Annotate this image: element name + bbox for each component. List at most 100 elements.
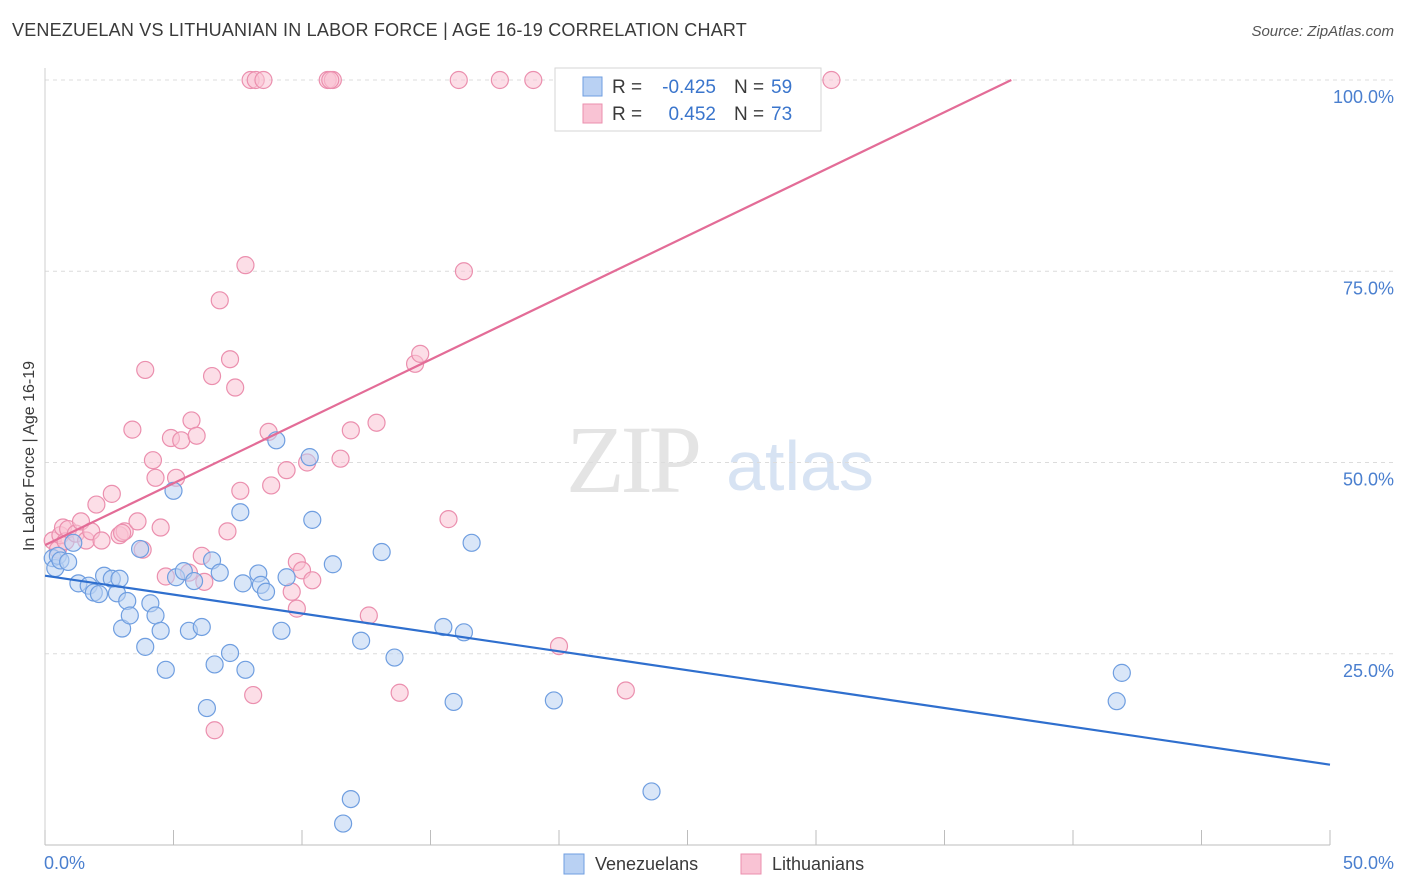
lithuanian-point-25 — [172, 431, 191, 450]
source-credit: Source: ZipAtlas.com — [1251, 23, 1394, 40]
lithuanian-point-33 — [210, 291, 229, 310]
lithuanian-point-69 — [822, 70, 841, 90]
venezuelan-point-48 — [385, 648, 404, 667]
legend-n-value-2: 73 — [771, 104, 792, 125]
lithuanian-point-71 — [112, 523, 132, 542]
y-tick-label-50: 50.0% — [1343, 470, 1394, 490]
venezuelan-point-27 — [192, 617, 211, 637]
lithuanian-point-60 — [439, 510, 458, 529]
legend-n-label-2: N = — [734, 104, 764, 125]
lithuanian-point-37 — [231, 481, 250, 500]
venezuelan-point-16 — [130, 539, 150, 559]
venezuelan-point-20 — [151, 621, 170, 640]
venezuelan-point-50 — [444, 692, 463, 712]
y-tick-label-75: 75.0% — [1343, 278, 1394, 298]
lithuanian-point-18 — [136, 360, 155, 380]
lithuanian-point-50 — [303, 571, 322, 590]
lithuanian-point-70 — [321, 70, 340, 90]
venezuelan-point-43 — [323, 555, 342, 574]
venezuelan-point-46 — [352, 631, 371, 650]
venezuelan-point-28 — [197, 698, 217, 718]
venezuelan-point-34 — [233, 574, 252, 593]
lithuanian-point-15 — [123, 420, 142, 439]
venezuelan-point-56 — [1112, 663, 1131, 682]
gridlines: 25.0% 50.0% 75.0% 100.0% — [45, 79, 1394, 681]
venezuelan-point-42 — [303, 510, 322, 529]
venezuelan-point-22 — [164, 481, 183, 500]
venezuelan-point-26 — [184, 571, 204, 591]
data-points — [43, 70, 1131, 833]
venezuelan-point-4 — [59, 552, 78, 572]
lithuanian-point-72 — [254, 70, 273, 90]
lithuanian-point-63 — [490, 70, 509, 90]
lithuanian-point-57 — [390, 683, 409, 702]
venezuelan-point-54 — [642, 782, 661, 801]
lithuanian-point-27 — [182, 411, 201, 430]
bottom-legend-label-venezuelans: Venezuelans — [595, 854, 698, 874]
trend-lines — [44, 79, 1331, 766]
venezuelan-trend-line — [44, 574, 1331, 766]
bottom-legend-swatch-lithuanians — [740, 853, 762, 875]
lithuanian-point-59 — [411, 344, 430, 363]
lithuanian-point-64 — [524, 70, 543, 90]
series-legend: Venezuelans Lithuanians — [563, 853, 864, 875]
lithuanian-point-36 — [226, 378, 245, 397]
venezuelan-point-5 — [64, 533, 83, 552]
y-tick-label-25: 25.0% — [1343, 661, 1394, 681]
watermark-zip: ZIP — [566, 406, 699, 513]
legend-r-label-1: R = — [612, 77, 642, 98]
venezuelan-point-53 — [544, 691, 563, 710]
lithuanian-point-44 — [277, 461, 296, 480]
lithuanian-point-62 — [454, 262, 474, 281]
legend-n-value-1: 59 — [771, 77, 792, 98]
legend-r-value-1: -0.425 — [662, 77, 716, 98]
bottom-legend-swatch-venezuelans — [563, 853, 585, 875]
venezuelan-point-32 — [220, 643, 240, 663]
lithuanian-point-28 — [187, 426, 206, 445]
lithuanian-point-12 — [102, 484, 121, 503]
venezuelan-point-38 — [256, 582, 276, 601]
stats-legend: R = -0.425 N = 59 R = 0.452 N = 73 — [554, 67, 822, 132]
lithuanian-point-56 — [367, 413, 386, 432]
venezuelan-point-55 — [1107, 692, 1126, 711]
lithuanian-point-61 — [449, 70, 468, 90]
legend-n-label-1: N = — [734, 77, 764, 98]
legend-r-value-2: 0.452 — [668, 104, 716, 125]
x-tick-label-min: 0.0% — [44, 853, 85, 873]
lithuanian-point-19 — [143, 451, 163, 470]
lithuanian-point-41 — [244, 685, 263, 705]
legend-r-label-2: R = — [612, 104, 642, 125]
lithuanian-point-16 — [128, 512, 147, 531]
lithuanian-point-11 — [92, 531, 111, 550]
venezuelan-point-40 — [272, 621, 291, 640]
chart-title: VENEZUELAN VS LITHUANIAN IN LABOR FORCE … — [12, 20, 747, 40]
lithuanian-point-53 — [331, 449, 350, 468]
legend-swatch-venezuelans — [582, 76, 603, 97]
venezuelan-point-52 — [462, 533, 481, 552]
lithuanian-point-43 — [262, 476, 281, 495]
venezuelan-point-47 — [372, 542, 391, 562]
lithuanian-point-32 — [205, 721, 224, 740]
venezuelan-point-33 — [231, 503, 250, 522]
lithuanian-trend-line — [44, 79, 1012, 547]
y-tick-label-100: 100.0% — [1333, 87, 1394, 107]
lithuanian-point-54 — [341, 421, 360, 440]
lithuanian-point-20 — [146, 468, 165, 487]
venezuelan-point-49 — [434, 617, 453, 637]
watermark-atlas: atlas — [726, 427, 874, 505]
venezuelan-point-15 — [120, 606, 139, 625]
venezuelan-point-30 — [205, 655, 224, 674]
venezuelan-point-35 — [236, 660, 255, 679]
lithuanian-point-31 — [202, 366, 222, 386]
x-tick-label-max: 50.0% — [1343, 853, 1394, 873]
venezuelan-point-31 — [210, 563, 229, 582]
lithuanian-point-68 — [616, 681, 635, 700]
legend-swatch-lithuanians — [582, 103, 603, 124]
lithuanian-point-10 — [87, 495, 106, 514]
venezuelan-point-19 — [146, 606, 165, 625]
lithuanian-point-21 — [151, 518, 170, 537]
y-axis-label: In Labor Force | Age 16-19 — [21, 361, 38, 551]
venezuelan-point-17 — [136, 637, 155, 656]
venezuelan-point-21 — [156, 660, 175, 679]
